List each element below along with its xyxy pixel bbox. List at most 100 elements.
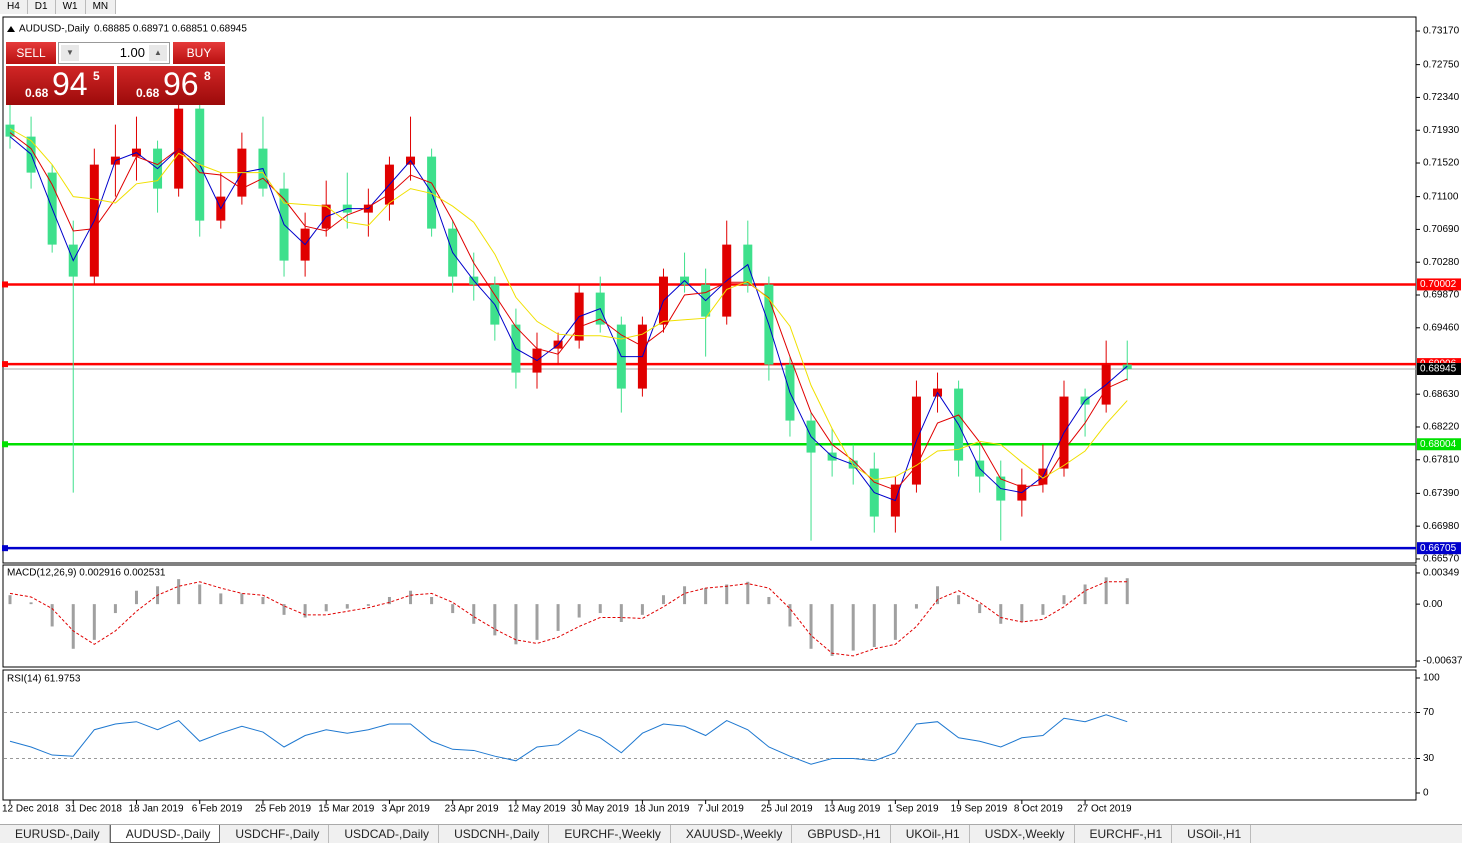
y-tick-label: 0.73170 [1423,26,1460,37]
macd-bar [830,604,834,656]
timeframe-toolbar: H4 D1 W1 MN [0,0,117,14]
macd-bar [1104,577,1108,605]
sell-button[interactable]: SELL [6,42,56,64]
macd-bar [640,604,644,615]
chart-tab[interactable]: XAUUSD-,Weekly [671,825,793,843]
rsi-line [9,714,1128,765]
macd-bar [240,593,244,605]
macd-bar [387,596,391,605]
level-handle [2,441,8,448]
x-tick-label: 15 Mar 2019 [318,804,375,815]
x-tick-label: 3 Apr 2019 [381,804,430,815]
macd-bar [493,604,497,636]
y-tick-label: 0.70690 [1423,224,1460,235]
y-tick-label: 0 [1423,788,1429,799]
y-tick-label: 0.68220 [1423,422,1460,433]
y-tick-label: 0.69870 [1423,290,1460,301]
macd-bar [219,593,223,605]
x-tick-label: 13 Aug 2019 [824,804,881,815]
macd-bar [134,590,138,605]
level-label-box [1417,438,1461,451]
y-tick-label: 0.71520 [1423,158,1460,169]
y-tick-label: 0.69460 [1423,322,1460,333]
macd-bar [29,602,33,605]
candle-body [5,124,15,137]
macd-bar [893,604,897,640]
lot-down[interactable]: ▼ [61,45,79,61]
y-tick-label: 70 [1423,707,1435,718]
bid-quote[interactable]: 0.68 94 5 [6,66,114,105]
chart-tab[interactable]: USDCAD-,Daily [329,825,440,843]
level-label-box [1417,278,1461,291]
chart-tabs: EURUSD-,Daily AUDUSD-,Daily USDCHF-,Daily U… [0,824,1462,843]
macd-bar [936,586,940,605]
macd-panel [2,564,1417,668]
chart-tab[interactable]: EURCHF-,Weekly [549,825,671,843]
macd-bar [366,604,370,606]
x-tick-label: 18 Jan 2019 [128,804,183,815]
macd-bar [978,604,982,614]
level-handle [2,281,8,288]
timeframe-button[interactable]: D1 [28,0,56,14]
x-tick-label: 8 Oct 2019 [1014,804,1063,815]
chart-tab[interactable]: EURUSD-,Daily [0,825,110,843]
y-tick-label: 0.70280 [1423,257,1460,268]
price-label-box [1417,362,1461,375]
x-tick-label: 12 May 2019 [508,804,566,815]
macd-bar [809,604,813,649]
y-tick-label: 0.00349 [1423,568,1460,579]
buy-button[interactable]: BUY [173,42,225,64]
macd-bar [872,604,876,647]
macd-title: MACD(12,26,9) 0.002916 0.002531 [7,568,166,579]
macd-bar [198,584,202,605]
collapse-icon[interactable] [7,26,15,32]
macd-bar [92,604,96,640]
timeframe-button[interactable]: MN [86,0,117,14]
x-tick-label: 31 Dec 2018 [65,804,122,815]
macd-bar [725,584,729,605]
bid-prefix: 0.68 [25,86,49,100]
chart-tab[interactable]: USDCNH-,Daily [439,825,550,843]
chart-tab[interactable]: USDX-,Weekly [970,825,1075,843]
symbol-title: AUDUSD-,Daily [19,24,90,35]
x-tick-label: 1 Sep 2019 [887,804,939,815]
chart-tab[interactable]: GBPUSD-,H1 [792,825,891,843]
macd-bar [8,595,12,605]
ask-quote[interactable]: 0.68 96 8 [117,66,225,105]
timeframe-button[interactable]: H4 [0,0,28,14]
y-tick-label: -0.00637 [1423,656,1462,667]
main-panel [2,16,1417,564]
background [0,15,1462,823]
y-tick-label: 0.00 [1423,599,1443,610]
macd-bar [1062,595,1066,605]
bid-small: 5 [93,69,100,83]
chart-tab[interactable]: EURCHF-,H1 [1075,825,1173,843]
lot-value[interactable]: 1.00 [119,45,145,60]
timeframe-button[interactable]: W1 [56,0,86,14]
price-label: 0.68945 [1420,364,1457,375]
y-tick-label: 0.66570 [1423,554,1460,565]
lot-box[interactable]: ▼ 1.00 ▲ [58,42,170,64]
y-tick-label: 0.67390 [1423,488,1460,499]
macd-bar [1125,578,1129,605]
macd-bar [619,604,623,622]
moving-average [9,136,1128,502]
chart-tab[interactable]: USDCHF-,Daily [220,825,330,843]
x-tick-label: 25 Jul 2019 [761,804,813,815]
macd-bar [767,596,771,605]
macd-bar [514,604,518,645]
macd-bar [851,604,855,651]
y-tick-label: 30 [1423,753,1435,764]
y-tick-label: 0.68630 [1423,389,1460,400]
chart-tab[interactable]: AUDUSD-,Daily [109,825,221,843]
x-tick-label: 25 Feb 2019 [255,804,312,815]
lot-up[interactable]: ▲ [149,45,167,61]
macd-signal [9,581,1128,657]
macd-bar [598,604,602,614]
x-tick-label: 30 May 2019 [571,804,629,815]
macd-bar [451,604,455,614]
macd-bar [683,586,687,605]
chart-tab[interactable]: UKOil-,H1 [891,825,970,843]
chart-tab[interactable]: USOil-,H1 [1172,825,1252,843]
